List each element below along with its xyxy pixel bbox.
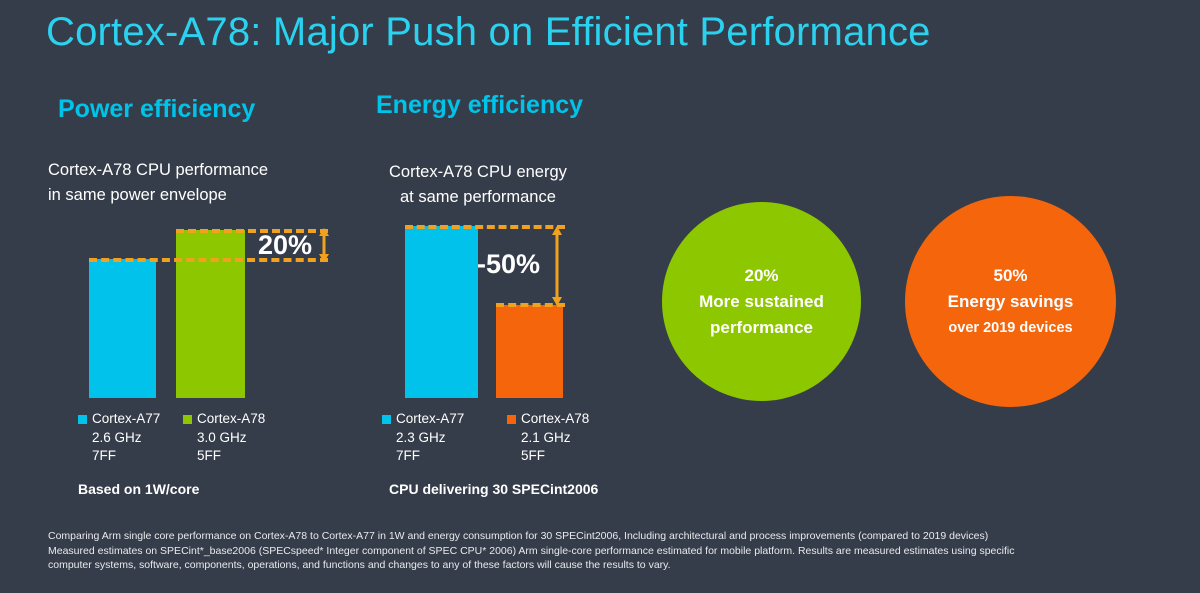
dashed-line-a77-level xyxy=(89,258,328,262)
circle-label-line2: performance xyxy=(710,317,813,337)
legend-frequency: 2.6 GHz xyxy=(92,429,142,445)
disclaimer-line: computer systems, software, components, … xyxy=(48,559,671,571)
dashed-line-a78-level xyxy=(496,303,565,307)
legend-swatch-icon xyxy=(183,414,192,424)
highlight-circle-energy-savings: 50% Energy savings over 2019 devices xyxy=(905,196,1116,407)
page-title: Cortex-A78: Major Push on Efficient Perf… xyxy=(46,10,931,54)
disclaimer-line: Measured estimates on SPECint*_base2006 … xyxy=(48,544,1015,557)
bar-cortex-a77-power xyxy=(89,259,156,398)
chart-footnote-power: Based on 1W/core xyxy=(78,481,200,497)
disclaimer-line: Comparing Arm single core performance on… xyxy=(48,530,989,542)
highlight-circle-performance: 20% More sustained performance xyxy=(662,202,861,401)
legend-entry-a77: Cortex-A77 xyxy=(78,410,183,429)
section-caption-power: Cortex-A78 CPU performance in same power… xyxy=(48,158,268,208)
legend-energy-chart: Cortex-A77 2.3 GHz 7FF Cortex-A78 2.1 GH… xyxy=(382,410,589,466)
caption-line: Cortex-A78 CPU energy xyxy=(389,163,567,181)
section-heading-energy-efficiency: Energy efficiency xyxy=(376,91,584,119)
dashed-line-a77-level xyxy=(405,225,565,229)
legend-label: Cortex-A78 xyxy=(197,411,266,426)
section-heading-power-efficiency: Power efficiency xyxy=(58,95,256,123)
legend-process: 5FF xyxy=(197,448,222,463)
legend-entry-a77: Cortex-A77 xyxy=(382,410,507,429)
legend-swatch-icon xyxy=(78,414,87,424)
callout-percent-power: 20% xyxy=(258,230,313,260)
legend-process: 5FF xyxy=(521,448,546,463)
legend-swatch-icon xyxy=(382,414,391,424)
legend-frequency: 2.1 GHz xyxy=(521,429,571,445)
caption-line: at same performance xyxy=(400,188,556,206)
legend-label: Cortex-A77 xyxy=(396,411,465,426)
legend-process: 7FF xyxy=(92,448,117,463)
caption-line: in same power envelope xyxy=(48,186,227,204)
bar-cortex-a78-energy xyxy=(496,305,563,398)
legend-entry-a78: Cortex-A78 xyxy=(507,410,589,429)
circle-label-line1: More sustained xyxy=(699,291,824,311)
chart-footnote-energy: CPU delivering 30 SPECint2006 xyxy=(389,481,599,497)
legend-frequency: 2.3 GHz xyxy=(396,429,446,445)
legend-label: Cortex-A78 xyxy=(521,411,590,426)
disclaimer-text: Comparing Arm single core performance on… xyxy=(48,529,1048,573)
legend-item: Cortex-A78 3.0 GHz 5FF xyxy=(183,410,265,466)
bar-cortex-a77-energy xyxy=(405,226,478,398)
circle-value: 50% xyxy=(993,265,1028,285)
legend-frequency: 3.0 GHz xyxy=(197,429,247,445)
legend-label: Cortex-A77 xyxy=(92,411,161,426)
section-caption-energy: Cortex-A78 CPU energy at same performanc… xyxy=(389,160,567,210)
legend-power-chart: Cortex-A77 2.6 GHz 7FF Cortex-A78 3.0 GH… xyxy=(78,410,265,466)
legend-swatch-icon xyxy=(507,414,516,424)
callout-percent-energy: -50% xyxy=(477,249,541,279)
legend-item: Cortex-A78 2.1 GHz 5FF xyxy=(507,410,589,466)
delta-arrow-icon xyxy=(549,226,565,311)
caption-line: Cortex-A78 CPU performance xyxy=(48,161,269,179)
legend-entry-a78: Cortex-A78 xyxy=(183,410,265,429)
delta-arrow-icon xyxy=(316,228,332,267)
circle-value: 20% xyxy=(744,265,779,285)
circle-label-line2: over 2019 devices xyxy=(948,319,1073,336)
legend-item: Cortex-A77 2.6 GHz 7FF xyxy=(78,410,183,466)
dashed-line-a78-level xyxy=(176,229,328,233)
circle-label-line1: Energy savings xyxy=(947,291,1074,311)
legend-item: Cortex-A77 2.3 GHz 7FF xyxy=(382,410,507,466)
bar-cortex-a78-power xyxy=(176,230,245,398)
legend-process: 7FF xyxy=(396,448,421,463)
